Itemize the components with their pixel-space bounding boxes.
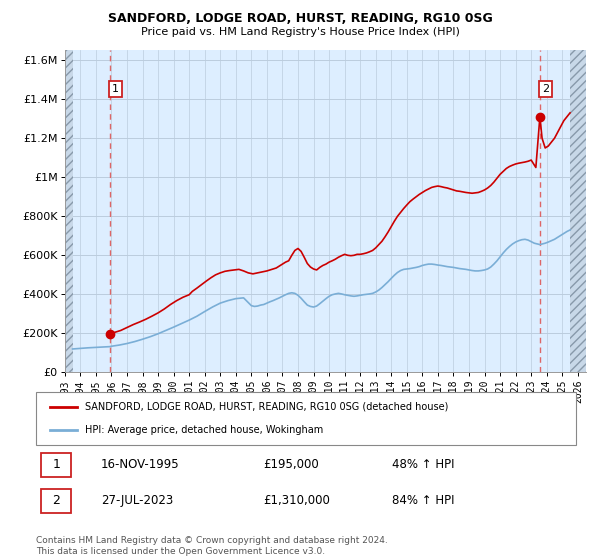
Bar <box>41 452 71 477</box>
Text: 2: 2 <box>542 84 550 94</box>
Text: 2: 2 <box>52 494 60 507</box>
Text: SANDFORD, LODGE ROAD, HURST, READING, RG10 0SG (detached house): SANDFORD, LODGE ROAD, HURST, READING, RG… <box>85 402 448 412</box>
Text: Price paid vs. HM Land Registry's House Price Index (HPI): Price paid vs. HM Land Registry's House … <box>140 27 460 37</box>
Bar <box>570 50 586 372</box>
Text: 16-NOV-1995: 16-NOV-1995 <box>101 458 179 471</box>
Text: Contains HM Land Registry data © Crown copyright and database right 2024.
This d: Contains HM Land Registry data © Crown c… <box>36 536 388 556</box>
Text: SANDFORD, LODGE ROAD, HURST, READING, RG10 0SG: SANDFORD, LODGE ROAD, HURST, READING, RG… <box>107 12 493 25</box>
Text: 27-JUL-2023: 27-JUL-2023 <box>101 494 173 507</box>
Text: 48% ↑ HPI: 48% ↑ HPI <box>392 458 455 471</box>
Bar <box>65 50 73 372</box>
Text: HPI: Average price, detached house, Wokingham: HPI: Average price, detached house, Woki… <box>85 425 323 435</box>
Text: 1: 1 <box>112 84 119 94</box>
Text: 1: 1 <box>52 458 60 471</box>
Text: 84% ↑ HPI: 84% ↑ HPI <box>392 494 455 507</box>
Text: £1,310,000: £1,310,000 <box>263 494 329 507</box>
Bar <box>41 489 71 513</box>
Text: £195,000: £195,000 <box>263 458 319 471</box>
